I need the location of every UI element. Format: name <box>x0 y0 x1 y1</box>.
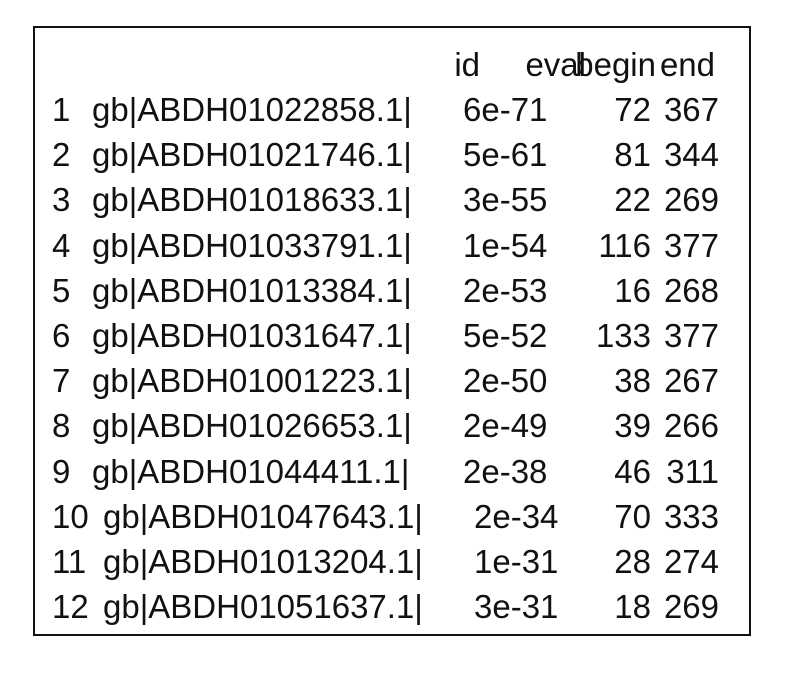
row-eval: 1e-54 <box>463 227 548 264</box>
row-number: 8 <box>52 407 71 444</box>
row-eval: 5e-61 <box>463 136 548 173</box>
row-id: gb|ABDH01047643.1| <box>103 498 423 535</box>
row-id: gb|ABDH01021746.1| <box>92 136 412 173</box>
row-begin: 72 <box>614 91 651 128</box>
row-id: gb|ABDH01013204.1| <box>103 543 423 580</box>
row-end: 367 <box>663 91 719 128</box>
row-end: 311 <box>666 453 719 490</box>
row-begin: 39 <box>614 407 651 444</box>
row-number: 1 <box>52 91 71 128</box>
row-eval: 6e-71 <box>463 91 548 128</box>
row-end: 269 <box>663 588 719 625</box>
row-id: gb|ABDH01044411.1| <box>92 453 410 490</box>
row-begin: 70 <box>614 498 651 535</box>
row-end: 377 <box>663 317 719 354</box>
row-begin: 46 <box>614 453 651 490</box>
row-id: gb|ABDH01051637.1| <box>103 588 423 625</box>
row-end: 266 <box>663 407 719 444</box>
row-number: 6 <box>52 317 71 354</box>
row-end: 377 <box>663 227 719 264</box>
row-id: gb|ABDH01013384.1| <box>92 272 412 309</box>
header-eval: eval <box>525 46 586 83</box>
row-eval: 2e-38 <box>463 453 548 490</box>
row-begin: 38 <box>614 362 651 399</box>
row-begin: 133 <box>595 317 651 354</box>
row-end: 269 <box>663 181 719 218</box>
row-begin: 16 <box>614 272 651 309</box>
row-number: 11 <box>52 543 87 580</box>
row-begin: 81 <box>614 136 651 173</box>
row-begin: 22 <box>614 181 651 218</box>
data-table: id eval begin end 1 gb|ABDH01022858.1| 6e-… <box>35 28 749 634</box>
row-eval: 2e-34 <box>474 498 559 535</box>
row-eval: 5e-52 <box>463 317 548 354</box>
row-number: 12 <box>52 588 89 625</box>
header-id: id <box>454 46 480 83</box>
row-eval: 3e-55 <box>463 181 548 218</box>
row-end: 274 <box>663 543 719 580</box>
row-begin: 28 <box>614 543 651 580</box>
row-number: 5 <box>52 272 71 309</box>
header-begin: begin <box>575 46 656 83</box>
row-end: 268 <box>663 272 719 309</box>
row-end: 267 <box>663 362 719 399</box>
row-eval: 2e-49 <box>463 407 548 444</box>
row-begin: 116 <box>598 227 651 264</box>
row-id: gb|ABDH01033791.1| <box>92 227 412 264</box>
row-number: 9 <box>52 453 71 490</box>
row-eval: 2e-53 <box>463 272 548 309</box>
row-id: gb|ABDH01031647.1| <box>92 317 412 354</box>
row-id: gb|ABDH01018633.1| <box>92 181 412 218</box>
row-eval: 3e-31 <box>474 588 559 625</box>
row-number: 2 <box>52 136 71 173</box>
row-id: gb|ABDH01022858.1| <box>92 91 412 128</box>
row-end: 344 <box>663 136 719 173</box>
row-eval: 1e-31 <box>474 543 559 580</box>
row-number: 10 <box>52 498 89 535</box>
row-number: 7 <box>52 362 71 399</box>
row-number: 4 <box>52 227 71 264</box>
header-end: end <box>659 46 715 83</box>
row-eval: 2e-50 <box>463 362 548 399</box>
row-id: gb|ABDH01001223.1| <box>92 362 412 399</box>
row-number: 3 <box>52 181 71 218</box>
row-begin: 18 <box>614 588 651 625</box>
row-end: 333 <box>663 498 719 535</box>
table-frame: id eval begin end 1 gb|ABDH01022858.1| 6e-… <box>33 26 751 636</box>
row-id: gb|ABDH01026653.1| <box>92 407 412 444</box>
